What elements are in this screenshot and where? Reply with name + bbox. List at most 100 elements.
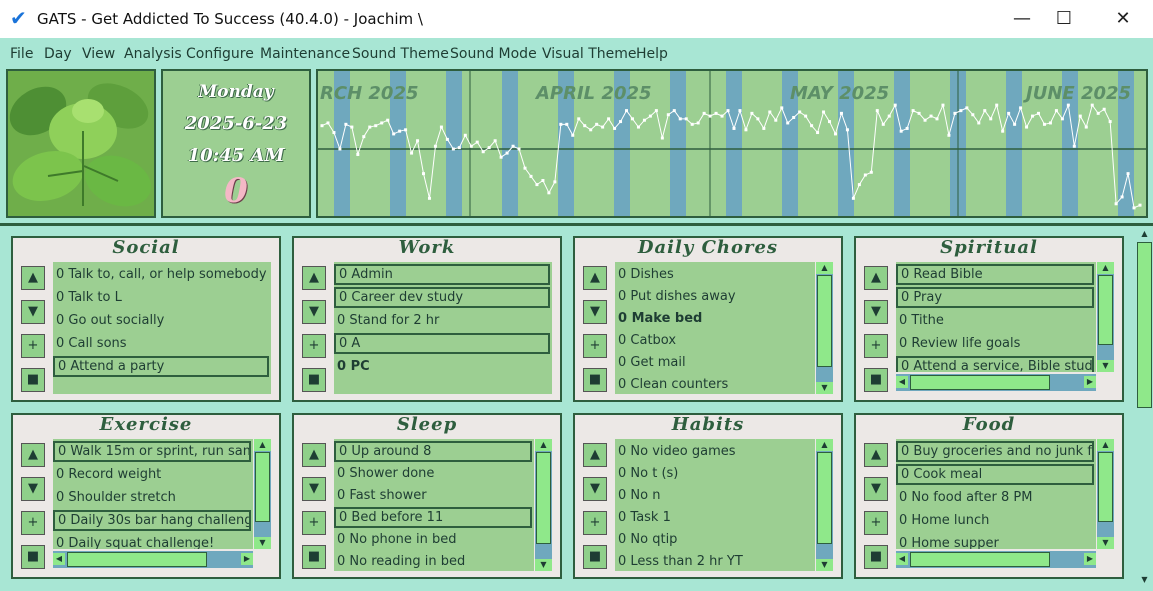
add-icon[interactable]: + — [21, 334, 45, 358]
habit-item[interactable]: 0 Call sons — [56, 336, 127, 351]
habit-item[interactable]: 0 Get mail — [618, 355, 686, 370]
add-icon[interactable]: + — [21, 511, 45, 535]
habit-item[interactable]: 0 Make bed — [618, 311, 703, 326]
move-down-icon[interactable]: ▼ — [864, 477, 888, 501]
list-scroll-thumb[interactable] — [1098, 452, 1113, 522]
list-vertical-scrollbar[interactable]: ▲ ▼ — [1097, 439, 1114, 549]
habit-item[interactable]: 0 Shower done — [337, 466, 435, 481]
habit-list[interactable]: 0 Admin 0 Career dev study 0 Stand for 2 h… — [334, 262, 552, 394]
habit-item[interactable]: 0 Bed before 11 — [334, 507, 532, 528]
move-up-icon[interactable]: ▲ — [864, 443, 888, 467]
list-horizontal-scrollbar[interactable]: ◀ ▶ — [896, 551, 1096, 568]
menu-maintenance[interactable]: Maintenance — [260, 46, 351, 62]
habit-list[interactable]: 0 Talk to, call, or help somebody 0 Talk … — [53, 262, 271, 394]
menu-sound-mode[interactable]: Sound Mode — [450, 46, 537, 62]
list-vertical-scrollbar[interactable]: ▲ ▼ — [816, 439, 833, 571]
habit-list[interactable]: 0 Dishes 0 Put dishes away 0 Make bed 0 Cat… — [615, 262, 815, 394]
move-up-icon[interactable]: ▲ — [302, 266, 326, 290]
minimize-button[interactable]: — — [1013, 8, 1031, 29]
list-horizontal-scrollbar[interactable]: ◀ ▶ — [896, 374, 1096, 391]
move-down-icon[interactable]: ▼ — [583, 300, 607, 324]
habit-item[interactable]: 0 Walk 15m or sprint, run same — [53, 441, 251, 462]
stop-icon[interactable]: ■ — [583, 545, 607, 569]
habit-item[interactable]: 0 Record weight — [56, 467, 162, 482]
menu-view[interactable]: View — [82, 46, 116, 62]
list-scroll-thumb[interactable] — [536, 452, 551, 544]
habit-item[interactable]: 0 Task 1 — [618, 510, 671, 525]
stop-icon[interactable]: ■ — [583, 368, 607, 392]
scroll-left-arrow-icon[interactable]: ◀ — [53, 553, 65, 565]
list-scroll-thumb[interactable] — [255, 452, 270, 522]
habit-item[interactable]: 0 Daily 30s bar hang challenge — [53, 510, 251, 531]
scroll-down-arrow-icon[interactable]: ▼ — [816, 382, 833, 394]
scroll-right-arrow-icon[interactable]: ▶ — [1084, 376, 1096, 388]
habit-item[interactable]: 0 Catbox — [618, 333, 677, 348]
habit-item[interactable]: 0 No reading in bed — [337, 554, 466, 569]
scroll-up-arrow-icon[interactable]: ▲ — [816, 439, 833, 451]
move-up-icon[interactable]: ▲ — [864, 266, 888, 290]
habit-item[interactable]: 0 Tithe — [899, 313, 944, 328]
list-vertical-scrollbar[interactable]: ▲ ▼ — [535, 439, 552, 571]
habit-item[interactable]: 0 Cook meal — [896, 464, 1094, 485]
add-icon[interactable]: + — [583, 511, 607, 535]
habit-item[interactable]: 0 Fast shower — [337, 488, 427, 503]
move-down-icon[interactable]: ▼ — [302, 477, 326, 501]
scroll-down-arrow-icon[interactable]: ▼ — [816, 559, 833, 571]
habit-item[interactable]: 0 Talk to L — [56, 290, 122, 305]
add-icon[interactable]: + — [864, 511, 888, 535]
list-horizontal-scrollbar[interactable]: ◀ ▶ — [53, 551, 253, 568]
habit-item[interactable]: 0 A — [334, 333, 550, 354]
move-up-icon[interactable]: ▲ — [583, 443, 607, 467]
list-scroll-thumb[interactable] — [817, 275, 832, 367]
habit-item[interactable]: 0 Review life goals — [899, 336, 1021, 351]
move-up-icon[interactable]: ▲ — [21, 266, 45, 290]
habit-item[interactable]: 0 No t (s) — [618, 466, 679, 481]
add-icon[interactable]: + — [302, 334, 326, 358]
habit-item[interactable]: 0 Admin — [334, 264, 550, 285]
list-scroll-thumb[interactable] — [817, 452, 832, 544]
habit-item[interactable]: 0 No food after 8 PM — [899, 490, 1033, 505]
habit-item[interactable]: 0 Talk to, call, or help somebody — [56, 267, 267, 282]
move-up-icon[interactable]: ▲ — [302, 443, 326, 467]
habit-item[interactable]: 0 No phone in bed — [337, 532, 457, 547]
habit-item[interactable]: 0 Home supper — [899, 536, 999, 549]
main-vertical-scrollbar[interactable]: ▲ ▼ — [1136, 228, 1153, 586]
habit-item[interactable]: 0 Stand for 2 hr — [337, 313, 440, 328]
habit-item[interactable]: 0 Less than 2 hr YT — [618, 554, 743, 569]
scroll-left-arrow-icon[interactable]: ◀ — [896, 376, 908, 388]
menu-visual-theme[interactable]: Visual Theme — [542, 46, 637, 62]
list-vertical-scrollbar[interactable]: ▲ ▼ — [816, 262, 833, 394]
menu-day[interactable]: Day — [44, 46, 72, 62]
stop-icon[interactable]: ■ — [302, 545, 326, 569]
move-down-icon[interactable]: ▼ — [21, 477, 45, 501]
scroll-right-arrow-icon[interactable]: ▶ — [1084, 553, 1096, 565]
move-up-icon[interactable]: ▲ — [583, 266, 607, 290]
habit-item[interactable]: 0 Attend a party — [53, 356, 269, 377]
add-icon[interactable]: + — [302, 511, 326, 535]
habit-item[interactable]: 0 Buy groceries and no junk food — [896, 441, 1094, 462]
menu-configure[interactable]: Configure — [186, 46, 254, 62]
scroll-up-arrow-icon[interactable]: ▲ — [816, 262, 833, 274]
scroll-up-arrow-icon[interactable]: ▲ — [535, 439, 552, 451]
habit-item[interactable]: 0 Go out socially — [56, 313, 165, 328]
habit-item[interactable]: 0 Daily squat challenge! — [56, 536, 215, 549]
habit-item[interactable]: 0 Shoulder stretch — [56, 490, 176, 505]
move-down-icon[interactable]: ▼ — [864, 300, 888, 324]
habit-item[interactable]: 0 PC — [337, 359, 370, 374]
list-scroll-thumb[interactable] — [67, 552, 207, 567]
add-icon[interactable]: + — [583, 334, 607, 358]
stop-icon[interactable]: ■ — [302, 368, 326, 392]
scroll-left-arrow-icon[interactable]: ◀ — [896, 553, 908, 565]
habit-list[interactable]: 0 No video games 0 No t (s) 0 No n 0 Task 1… — [615, 439, 815, 571]
scroll-up-arrow-icon[interactable]: ▲ — [1136, 228, 1153, 240]
habit-item[interactable]: 0 Up around 8 — [334, 441, 532, 462]
habit-list[interactable]: 0 Read Bible 0 Pray 0 Tithe 0 Review life g… — [896, 262, 1096, 372]
habit-item[interactable]: 0 Attend a service, Bible study, e — [896, 356, 1094, 372]
stop-icon[interactable]: ■ — [21, 545, 45, 569]
maximize-button[interactable]: ☐ — [1055, 8, 1073, 29]
scroll-down-arrow-icon[interactable]: ▼ — [1097, 360, 1114, 372]
menu-sound-theme[interactable]: Sound Theme — [352, 46, 449, 62]
close-button[interactable]: ✕ — [1115, 8, 1131, 29]
scroll-up-arrow-icon[interactable]: ▲ — [1097, 262, 1114, 274]
habit-item[interactable]: 0 No n — [618, 488, 661, 503]
